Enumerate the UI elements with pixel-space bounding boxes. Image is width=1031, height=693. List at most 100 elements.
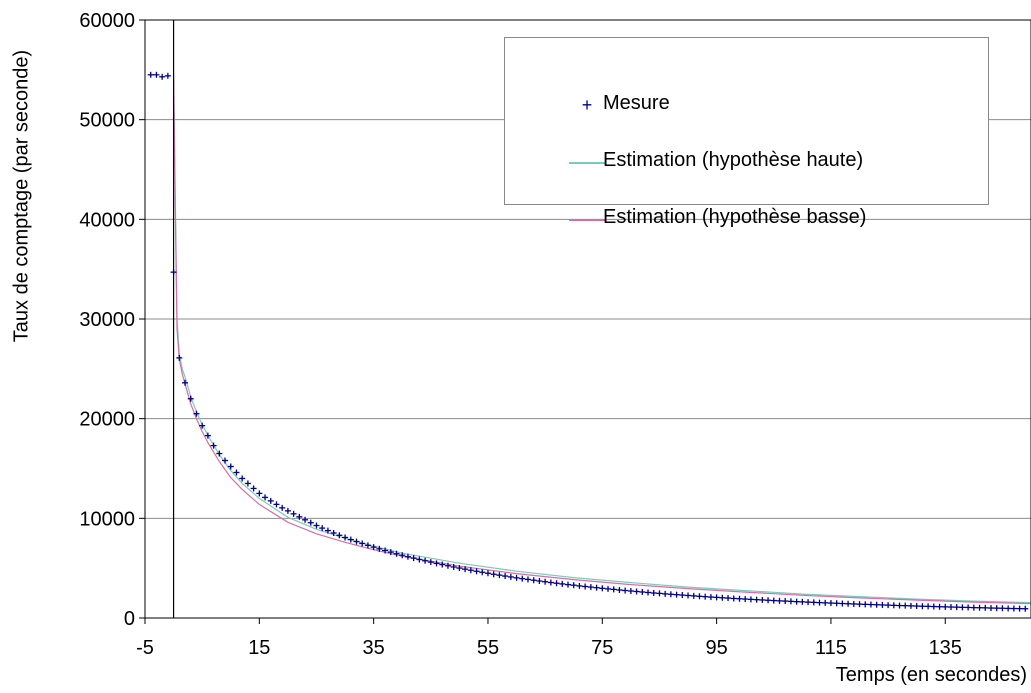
measure-point — [645, 589, 652, 596]
measure-point — [610, 586, 617, 593]
measure-point — [879, 601, 886, 608]
measure-point — [244, 480, 251, 487]
y-axis-ticks: 0 10000 20000 30000 40000 50000 60000 — [79, 10, 145, 630]
measure-point — [633, 588, 640, 595]
measure-point — [296, 513, 303, 520]
measure-point — [839, 600, 846, 607]
measure-point — [387, 549, 394, 556]
measure-point — [507, 573, 514, 580]
measure-point — [210, 442, 217, 449]
y-axis-title: Taux de comptage (par seconde) — [10, 49, 33, 343]
measure-point — [959, 604, 966, 611]
measure-point — [805, 599, 812, 606]
legend-line-high-icon — [569, 162, 605, 164]
x-tick-label: 55 — [477, 637, 499, 659]
legend-item-low: Estimation (hypothèse basse) — [505, 206, 988, 236]
measure-point — [896, 602, 903, 609]
measure-point — [947, 604, 954, 611]
measure-point — [273, 501, 280, 508]
measure-point — [599, 585, 606, 592]
measure-point — [324, 527, 331, 534]
measure-point — [302, 516, 309, 523]
measure-point — [707, 594, 714, 601]
measure-point — [530, 577, 537, 584]
measure-point — [742, 596, 749, 603]
measure-point — [164, 72, 171, 79]
measure-point — [553, 580, 560, 587]
measure-point — [970, 604, 977, 611]
measure-point — [747, 596, 754, 603]
measure-point — [793, 598, 800, 605]
measure-point — [833, 600, 840, 607]
measure-point — [456, 565, 463, 572]
measure-point — [753, 596, 760, 603]
measure-point — [147, 71, 154, 78]
measure-point — [216, 450, 223, 457]
measure-point — [656, 590, 663, 597]
measure-point — [547, 579, 554, 586]
x-tick-label: 15 — [248, 637, 270, 659]
x-tick-label: 75 — [591, 637, 613, 659]
measure-point — [776, 597, 783, 604]
measure-point — [770, 597, 777, 604]
measure-point — [416, 556, 423, 563]
measure-point — [662, 590, 669, 597]
measure-point — [702, 593, 709, 600]
measure-point — [353, 538, 360, 545]
measure-point — [816, 599, 823, 606]
measure-point — [496, 572, 503, 579]
measure-point — [364, 542, 371, 549]
measure-point — [376, 545, 383, 552]
legend-item-measure: + Mesure — [505, 92, 988, 122]
measure-point — [513, 574, 520, 581]
measure-point — [1005, 605, 1012, 612]
measure-point — [999, 605, 1006, 612]
measure-point — [736, 595, 743, 602]
measure-point — [370, 544, 377, 551]
measure-point — [679, 592, 686, 599]
measure-point — [502, 573, 509, 580]
measure-point — [696, 593, 703, 600]
x-tick-label: 115 — [815, 637, 847, 659]
measure-point — [622, 587, 629, 594]
measure-point — [850, 600, 857, 607]
y-axis-title-wrap: Taux de comptage (par seconde) — [0, 0, 40, 693]
x-axis-title: Temps (en secondes) — [835, 664, 1027, 686]
measure-point — [404, 553, 411, 560]
measure-point — [484, 570, 491, 577]
measure-point — [422, 557, 429, 564]
measure-point — [284, 507, 291, 514]
measure-point — [925, 603, 932, 610]
measure-point — [799, 598, 806, 605]
measure-point — [444, 562, 451, 569]
measure-points — [147, 71, 1029, 612]
legend-line-low-icon — [569, 219, 605, 221]
y-tick-label: 60000 — [79, 10, 135, 32]
measure-point — [936, 603, 943, 610]
x-tick-label: -5 — [136, 637, 154, 659]
y-tick-label: 40000 — [79, 209, 135, 231]
measure-point — [193, 410, 200, 417]
measure-point — [673, 591, 680, 598]
measure-point — [593, 584, 600, 591]
measure-point — [873, 601, 880, 608]
measure-point — [965, 604, 972, 611]
measure-point — [239, 475, 246, 482]
measure-point — [313, 522, 320, 529]
legend-label-high: Estimation (hypothèse haute) — [603, 149, 864, 171]
measure-point — [845, 600, 852, 607]
legend-item-high: Estimation (hypothèse haute) — [505, 149, 988, 179]
measure-point — [667, 591, 674, 598]
measure-point — [976, 604, 983, 611]
measure-point — [576, 582, 583, 589]
measure-point — [1010, 605, 1017, 612]
measure-point — [199, 422, 206, 429]
measure-point — [330, 529, 337, 536]
y-tick-label: 30000 — [79, 309, 135, 331]
measure-point — [650, 589, 657, 596]
measure-point — [250, 485, 257, 492]
legend-label-low: Estimation (hypothèse basse) — [603, 206, 867, 228]
measure-point — [433, 560, 440, 567]
legend-label-measure: Mesure — [603, 92, 670, 114]
